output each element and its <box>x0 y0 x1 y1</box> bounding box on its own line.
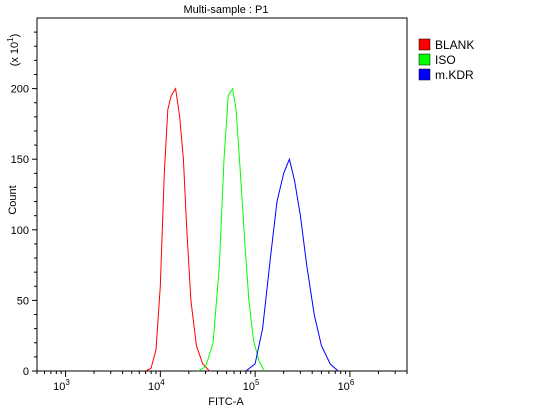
legend-swatch <box>418 53 431 66</box>
legend-swatch <box>418 38 431 51</box>
legend-label: BLANK <box>435 38 474 52</box>
svg-text:(x 101): (x 101) <box>6 34 21 67</box>
chart-title: Multi-sample : P1 <box>184 4 269 16</box>
legend-label: ISO <box>435 53 456 67</box>
y-multiplier-label: (x 10 <box>9 42 21 66</box>
x-axis-label: FITC-A <box>208 396 244 408</box>
y-tick-label: 100 <box>11 225 29 237</box>
y-tick-label: 0 <box>23 366 29 378</box>
series-line-m-kdr <box>245 157 339 372</box>
series-line-blank <box>145 87 210 372</box>
y-multiplier: (x 101) <box>6 34 21 67</box>
y-axis-label: Count <box>7 185 19 214</box>
y-tick-label: 150 <box>11 154 29 166</box>
x-axis-ticks: 103 104 105 106 <box>36 371 408 393</box>
y-tick-label: 50 <box>17 295 29 307</box>
x-tick-label: 105 <box>243 378 260 393</box>
series-line-iso <box>197 87 265 372</box>
series-lines <box>145 87 339 372</box>
x-tick-label: 104 <box>148 378 165 393</box>
legend-label: m.KDR <box>435 68 474 82</box>
legend-swatch <box>418 68 431 81</box>
y-axis-ticks: 0 50 100 150 200 <box>11 31 37 378</box>
y-tick-label: 200 <box>11 84 29 96</box>
x-tick-label: 103 <box>53 378 70 393</box>
y-multiplier-exponent: 1 <box>6 37 15 42</box>
plot-frame <box>36 17 408 372</box>
x-tick-label: 106 <box>338 378 355 393</box>
